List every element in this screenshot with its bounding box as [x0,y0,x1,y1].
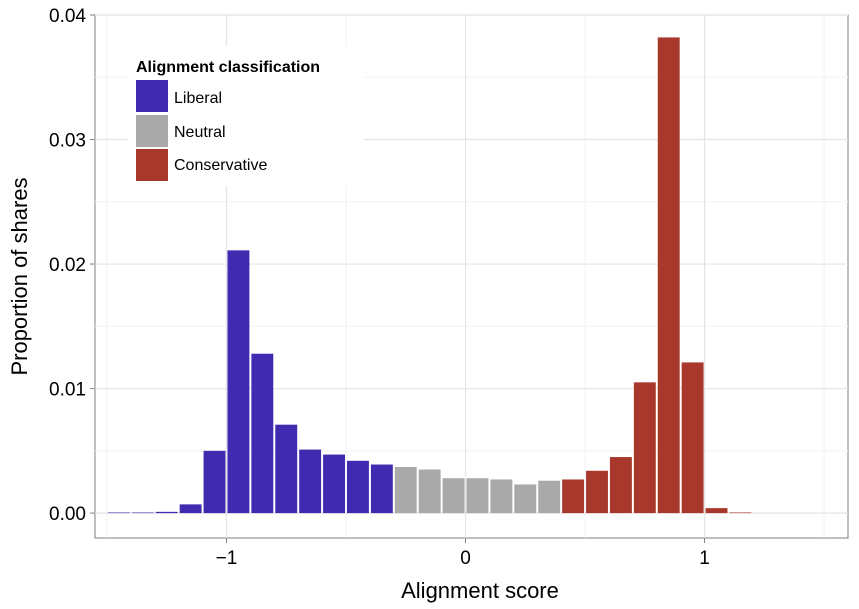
legend-swatch-liberal [136,80,168,112]
x-tick-label: 0 [460,548,471,569]
legend: Alignment classification Liberal Neutral… [128,46,364,186]
histogram-bar-conservative [609,457,632,514]
histogram-bar-neutral [538,480,561,514]
legend-label-conservative: Conservative [174,157,267,174]
histogram-bar-liberal [323,454,345,514]
histogram-bar-conservative [586,470,608,514]
histogram-bar-liberal [251,353,274,514]
histogram-bar-neutral [394,467,417,514]
legend-label-neutral: Neutral [174,124,226,141]
histogram-bar-liberal [203,450,226,514]
histogram-bar-liberal [275,424,298,514]
histogram-bar-conservative [657,37,680,514]
histogram-bar-liberal [155,511,178,514]
histogram-bar-neutral [442,478,465,514]
histogram-bar-neutral [466,478,489,514]
histogram-bar-conservative [729,512,752,514]
histogram-bar-conservative [562,479,585,514]
y-tick-label: 0.00 [49,504,86,525]
histogram-bar-neutral [514,484,537,514]
histogram-bar-neutral [418,469,441,514]
histogram-bars [107,37,752,514]
legend-label-liberal: Liberal [174,90,222,107]
x-tick-label: −1 [216,548,238,569]
x-axis-title: Alignment score [401,578,559,603]
histogram-bar-liberal [370,464,393,514]
x-axis-ticks: −1 0 1 [216,538,710,569]
histogram-bar-liberal [227,250,250,514]
histogram-bar-neutral [490,479,513,514]
histogram-bar-liberal [107,512,130,514]
y-axis-ticks: 0.00 0.01 0.02 0.03 0.04 [49,6,95,525]
y-tick-label: 0.02 [49,255,86,276]
histogram-bar-liberal [347,460,369,514]
y-tick-label: 0.01 [49,380,86,401]
x-tick-label: 1 [699,548,710,569]
legend-title: Alignment classification [136,59,320,76]
y-axis-title: Proportion of shares [7,177,32,375]
histogram-bar-liberal [131,512,154,514]
legend-swatch-conservative [136,149,168,181]
histogram-bar-liberal [179,504,202,514]
histogram-bar-conservative [705,508,728,514]
histogram-bar-conservative [681,362,704,514]
legend-swatch-neutral [136,115,168,147]
histogram-bar-conservative [633,382,656,514]
y-tick-label: 0.04 [49,6,86,27]
y-tick-label: 0.03 [49,131,86,152]
histogram-bar-liberal [299,449,322,514]
